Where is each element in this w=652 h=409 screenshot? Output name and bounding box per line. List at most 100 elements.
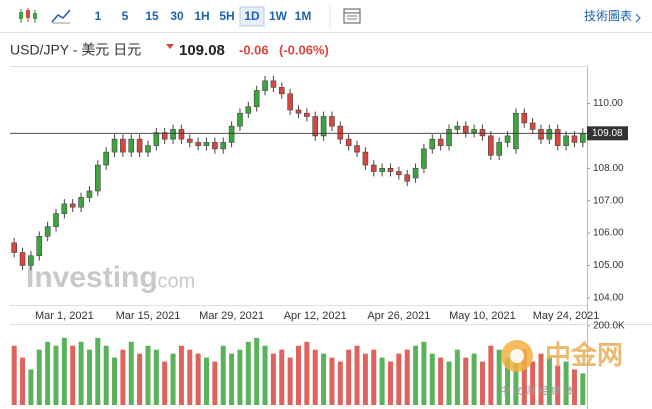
volume-bar — [413, 345, 419, 405]
candle-body — [580, 133, 586, 143]
watermark: .com — [152, 270, 195, 292]
candle-body — [446, 129, 452, 146]
volume-bar — [245, 341, 251, 405]
interval-button[interactable]: 30 — [170, 9, 184, 23]
volume-bar — [145, 345, 151, 405]
symbol: USD/JPY - 美元 日元 — [10, 42, 141, 58]
line-icon[interactable] — [51, 9, 71, 24]
interval-button[interactable]: 5 — [122, 9, 129, 23]
volume-bar — [454, 349, 460, 405]
candle-body — [120, 138, 126, 153]
interval-button[interactable]: 1M — [295, 9, 312, 23]
volume-bar — [471, 353, 477, 405]
candle-body — [95, 164, 101, 192]
volume-bar — [513, 353, 519, 405]
volume-bar — [53, 345, 59, 405]
price: 109.08 — [179, 42, 225, 59]
candle-body — [404, 174, 411, 182]
volume-bar — [153, 349, 159, 405]
interval-button[interactable]: 5H — [219, 9, 234, 23]
menu-arrow — [635, 13, 641, 23]
volume-bar — [279, 349, 285, 405]
x-tick-label: May 10, 2021 — [449, 310, 516, 322]
volume-bar — [362, 353, 368, 405]
volume-bar — [70, 345, 76, 405]
volume-bar — [521, 349, 527, 405]
x-tick-label: Mar 29, 2021 — [199, 310, 264, 322]
candle-body — [228, 125, 235, 143]
candle-body — [379, 167, 385, 172]
volume-bar — [580, 373, 586, 405]
volume-bar — [555, 365, 561, 405]
volume-bar — [36, 349, 42, 405]
candle-body — [253, 90, 260, 108]
volume-bar — [86, 349, 92, 405]
y-tick-label: 108.00 — [593, 163, 624, 174]
volume-bar — [463, 357, 469, 405]
interval-button[interactable]: 1 — [95, 9, 102, 23]
chart-menu[interactable]: 技術圖表 — [584, 9, 632, 23]
calendar-icon[interactable] — [343, 8, 361, 24]
volume-bar — [563, 361, 569, 405]
candle-body — [362, 151, 369, 166]
candle-body — [345, 138, 352, 146]
volume-bar — [337, 361, 343, 405]
candle-body — [546, 129, 553, 140]
volume-bar — [120, 349, 126, 405]
volume-bar — [404, 349, 410, 405]
candle-icon[interactable] — [19, 8, 37, 23]
interval-button[interactable]: 1W — [269, 9, 288, 23]
candle-body — [479, 129, 486, 137]
change: -0.06 — [239, 42, 269, 57]
candle-body — [128, 138, 135, 153]
candle-body — [370, 164, 377, 172]
interval-button[interactable]: 1D — [244, 9, 260, 23]
selected-interval-box — [239, 6, 265, 27]
volume-bar — [488, 345, 494, 405]
volume-bar — [170, 353, 176, 405]
volume-bar — [187, 349, 193, 405]
candle-body — [212, 142, 218, 150]
candle-body — [529, 122, 536, 130]
interval-button[interactable]: 15 — [145, 9, 159, 23]
y-tick-label: 105.00 — [593, 260, 624, 271]
candle-body — [61, 203, 68, 214]
candle-body — [19, 252, 26, 266]
volume-bar — [446, 361, 452, 405]
candle-body — [69, 203, 76, 208]
volume-bar — [396, 353, 402, 405]
candle-body — [245, 106, 252, 114]
y-tick-label: 110.00 — [593, 98, 623, 109]
volume-bar — [379, 357, 385, 405]
volume-bar — [354, 345, 360, 405]
volume-bar — [162, 361, 168, 405]
candle-body — [312, 116, 319, 137]
volume-bar — [387, 361, 393, 405]
volume-bar — [220, 345, 226, 405]
volume-bar — [20, 357, 26, 405]
volume-bar — [296, 345, 301, 405]
volume-bar — [78, 341, 84, 405]
candle-body — [136, 138, 143, 153]
candle-body — [220, 142, 227, 150]
last-price-box — [587, 126, 628, 141]
candle-body — [538, 129, 544, 140]
volume-bar — [304, 341, 310, 405]
candle-body — [462, 125, 469, 133]
volume-bar — [312, 349, 318, 405]
volume-bar — [505, 357, 511, 405]
candle-body — [186, 138, 193, 143]
candle-body — [237, 112, 243, 127]
candle-body — [354, 145, 360, 153]
interval-button[interactable]: 1H — [194, 9, 209, 23]
watermark: Investing — [26, 261, 158, 294]
candle-body — [11, 242, 17, 253]
candle-body — [563, 135, 569, 146]
candle-body — [287, 93, 293, 111]
change-percent: (-0.06%) — [279, 42, 329, 57]
candle-body — [521, 112, 528, 124]
down-arrow — [166, 44, 174, 49]
candle-body — [387, 167, 394, 172]
x-tick-label: Apr 26, 2021 — [367, 310, 430, 322]
